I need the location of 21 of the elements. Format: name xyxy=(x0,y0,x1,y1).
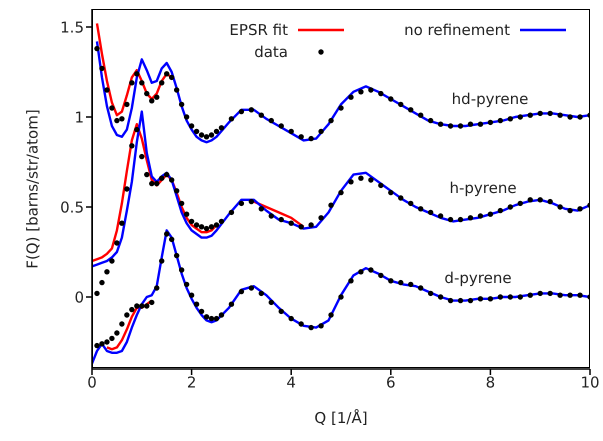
y-tick-label: 0 xyxy=(74,288,84,306)
legend-label: data xyxy=(254,42,288,63)
line-series xyxy=(92,110,590,268)
annotation: d-pyrene xyxy=(444,269,512,287)
annotation: h-pyrene xyxy=(449,179,517,197)
x-tick-label: 10 xyxy=(580,374,600,392)
annotation: hd-pyrene xyxy=(452,90,528,108)
x-tick-label: 2 xyxy=(186,374,196,392)
y-tick-label: 0.5 xyxy=(60,198,84,216)
x-tick-label: 4 xyxy=(286,374,296,392)
line-series xyxy=(96,22,173,116)
legend-label: no refinement xyxy=(404,20,510,41)
x-tick-label: 6 xyxy=(386,374,396,392)
y-tick-label: 1 xyxy=(74,108,84,126)
x-tick-label: 0 xyxy=(87,374,97,392)
line-series xyxy=(92,123,218,262)
y-axis-title: F(Q) [barns/str/atom] xyxy=(23,109,42,269)
legend-label: EPSR fit xyxy=(229,20,288,41)
y-tick-label: 1.5 xyxy=(60,18,84,36)
x-tick-label: 8 xyxy=(486,374,496,392)
x-axis-title: Q [1/Å] xyxy=(314,409,368,427)
